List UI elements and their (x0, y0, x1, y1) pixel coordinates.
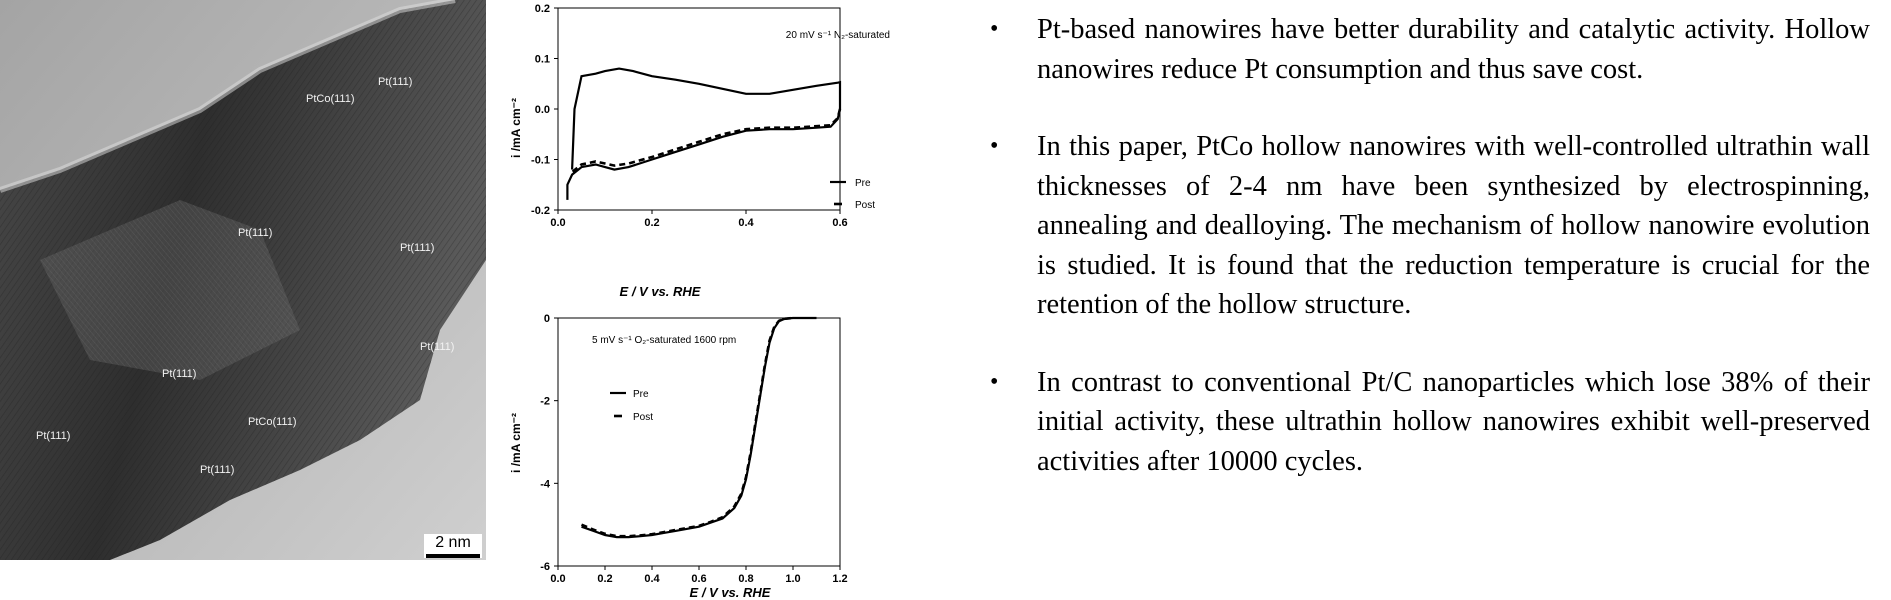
micrograph-image (0, 0, 486, 560)
x-tick-label: 0.0 (550, 217, 565, 229)
orr-chart: 0.0 0.2 0.4 0.6 0.8 1.0 1.2 0 -2 -4 -6 5 mV s⁻¹ O₂… (500, 310, 920, 600)
y-tick-label: -2 (540, 396, 550, 408)
y-tick-label: 0.2 (535, 3, 550, 15)
x-tick-label: 0.6 (832, 217, 847, 229)
bullet-text: Pt-based nanowires have better durabilit… (1037, 14, 1870, 85)
y-tick-label: 0 (544, 313, 550, 325)
y-axis-label: i /mA cm⁻² (509, 413, 523, 473)
legend-label-pre: Pre (855, 178, 871, 189)
plot-frame (557, 317, 841, 567)
series-line-post (571, 108, 842, 174)
y-tick-label: 0.0 (535, 104, 550, 116)
bullet-symbol: • (990, 133, 999, 159)
series-line-post (581, 316, 794, 538)
series-line-pre (581, 316, 817, 539)
chart-annotation: 5 mV s⁻¹ O₂-saturated 1600 rpm (592, 335, 736, 346)
x-tick-label: 0.0 (550, 573, 565, 585)
y-tick-label: 0.1 (535, 54, 550, 66)
lattice-label: PtCo(111) (248, 416, 297, 428)
lattice-label: Pt(111) (36, 430, 71, 442)
bullet-symbol: • (990, 368, 999, 395)
x-tick-label: 0.2 (597, 573, 612, 585)
legend-label-post: Post (633, 412, 653, 423)
scale-bar: 2 nm (424, 534, 482, 558)
x-tick-label: 1.0 (785, 573, 800, 585)
y-tick-label: -0.1 (531, 155, 550, 167)
x-tick-label: 0.2 (644, 217, 659, 229)
orr-chart-svg: 0.0 0.2 0.4 0.6 0.8 1.0 1.2 0 -2 -4 -6 5 mV s⁻¹ O₂… (509, 313, 848, 600)
bullet-text: In contrast to conventional Pt/C nanopar… (1037, 366, 1870, 477)
tem-micrograph: Pt(111) PtCo(111) Pt(111) Pt(111) Pt(111… (0, 0, 486, 560)
bullet-item: • In this paper, PtCo hollow nanowires w… (980, 127, 1870, 325)
x-axis-label: E / V vs. RHE (620, 284, 701, 299)
chart-annotation: 20 mV s⁻¹ N₂-saturated (786, 30, 890, 41)
x-axis-label: E / V vs. RHE (690, 585, 771, 600)
cv-chart: 0.0 0.2 0.4 0.6 0.2 0.1 0.0 -0.1 -0.2 20 mV s⁻¹ … (500, 0, 920, 300)
lattice-label: Pt(111) (378, 76, 413, 88)
summary-bullets: • Pt-based nanowires have better durabil… (980, 10, 1870, 519)
lattice-label: Pt(111) (400, 242, 435, 254)
x-tick-label: 0.8 (738, 573, 753, 585)
legend-label-pre: Pre (633, 389, 649, 400)
y-tick-label: -6 (540, 561, 550, 573)
lattice-label: Pt(111) (420, 341, 455, 353)
bullet-item: • Pt-based nanowires have better durabil… (980, 10, 1870, 89)
scale-bar-line (426, 554, 480, 558)
y-axis-label: i /mA cm⁻² (509, 98, 523, 158)
cv-chart-svg: 0.0 0.2 0.4 0.6 0.2 0.1 0.0 -0.1 -0.2 20 mV s⁻¹ … (509, 3, 890, 299)
lattice-label: Pt(111) (162, 368, 197, 380)
x-tick-label: 1.2 (832, 573, 847, 585)
bullet-text: In this paper, PtCo hollow nanowires wit… (1037, 131, 1870, 320)
lattice-label: Pt(111) (238, 227, 273, 239)
y-tick-label: -4 (540, 478, 551, 490)
lattice-label: PtCo(111) (306, 93, 355, 105)
legend-label-post: Post (855, 200, 875, 211)
lattice-label: Pt(111) (200, 464, 235, 476)
x-tick-label: 0.6 (691, 573, 706, 585)
bullet-symbol: • (990, 16, 999, 42)
x-tick-label: 0.4 (644, 573, 660, 585)
series-line-pre (566, 67, 842, 200)
scale-bar-label: 2 nm (435, 534, 471, 551)
y-tick-label: -0.2 (531, 205, 550, 217)
bullet-item: • In contrast to conventional Pt/C nanop… (980, 363, 1870, 482)
x-tick-label: 0.4 (738, 217, 754, 229)
